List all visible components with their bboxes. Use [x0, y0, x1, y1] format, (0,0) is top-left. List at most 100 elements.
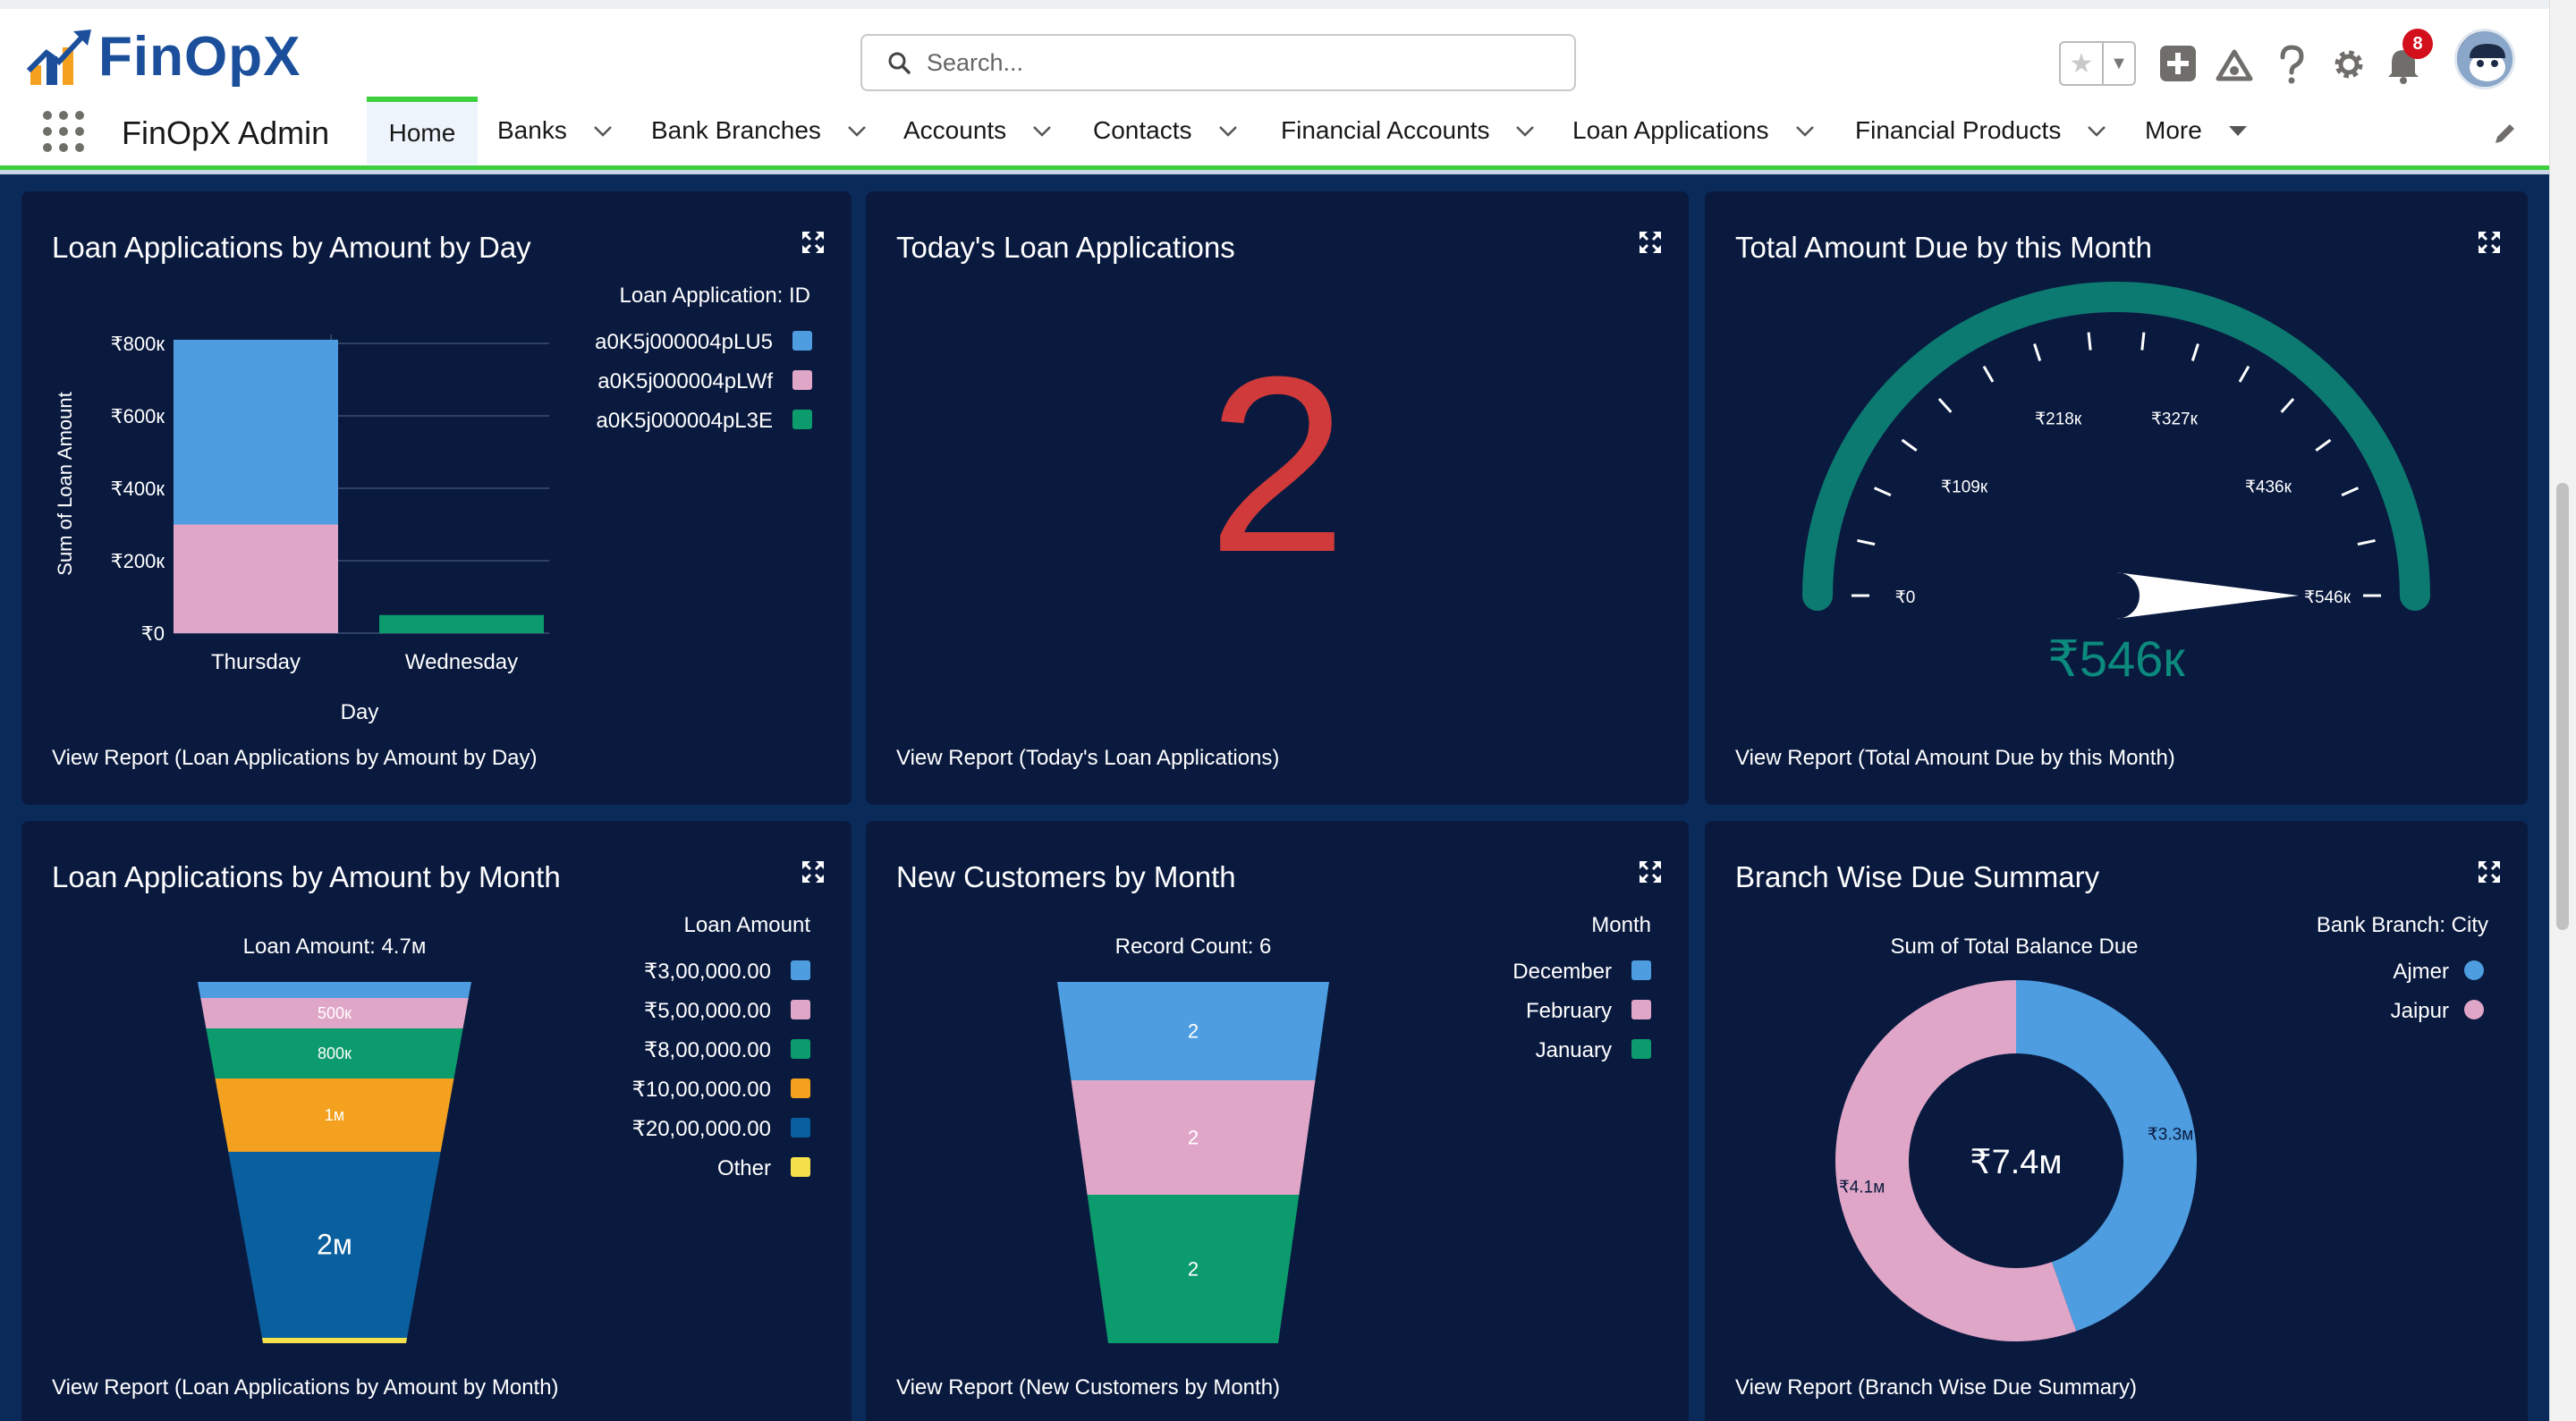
tab-loan-applications-label: Loan Applications [1572, 116, 1769, 144]
gauge-arc [1802, 282, 2430, 611]
user-avatar[interactable] [2454, 29, 2515, 89]
global-search[interactable] [860, 34, 1576, 91]
tab-financial-products[interactable]: Financial Products [1855, 97, 2107, 165]
chevron-down-icon[interactable] [1217, 120, 1239, 141]
caret-down-icon[interactable] [2227, 120, 2249, 141]
tab-bank-branches[interactable]: Bank Branches [651, 97, 868, 165]
legend-swatch [792, 331, 812, 351]
scrollbar-thumb[interactable] [2556, 483, 2569, 930]
search-icon [888, 52, 911, 74]
gauge-tick [2315, 438, 2332, 452]
star-icon[interactable]: ★ [2061, 43, 2104, 84]
view-report-link[interactable]: View Report (Loan Applications by Amount… [52, 746, 538, 770]
expand-icon[interactable] [801, 231, 825, 254]
app-launcher-icon[interactable] [43, 111, 84, 152]
gauge-tick-label: ₹0 [1895, 588, 1916, 607]
setup-gear-icon[interactable] [2331, 47, 2367, 82]
bar-segment [379, 614, 544, 633]
card-title: Loan Applications by Amount by Month [52, 860, 561, 893]
card-total-amount-due: Total Amount Due by this Month ₹0 ₹109к ₹2… [1705, 191, 2528, 805]
tab-financial-accounts[interactable]: Financial Accounts [1281, 97, 1536, 165]
chevron-down-icon[interactable] [2086, 120, 2107, 141]
view-report-link[interactable]: View Report (Today's Loan Applications) [896, 746, 1280, 770]
trailhead-icon[interactable] [2215, 47, 2254, 82]
logo-chart-icon [26, 26, 95, 89]
expand-icon[interactable] [1639, 860, 1662, 884]
app-navigation: FinOpX Admin Home Banks Bank Branches Ac… [0, 97, 2549, 170]
card-todays-loan-applications: Today's Loan Applications 2 View Report … [866, 191, 1689, 805]
card-title: Today's Loan Applications [896, 231, 1235, 264]
legend-swatch [791, 1039, 810, 1059]
legend-label: ₹10,00,000.00 [632, 1078, 771, 1102]
view-report-link[interactable]: View Report (New Customers by Month) [896, 1375, 1281, 1400]
funnel-segment [228, 1152, 441, 1338]
add-icon[interactable] [2159, 45, 2197, 82]
legend-label: a0K5j000004pLU5 [595, 330, 773, 354]
legend-label: ₹20,00,000.00 [632, 1117, 771, 1141]
chevron-down-icon[interactable] [1514, 120, 1536, 141]
tab-accounts[interactable]: Accounts [903, 97, 1053, 165]
legend-label: ₹8,00,000.00 [644, 1038, 771, 1062]
gauge-tick-label: ₹109к [1941, 478, 1988, 497]
donut-center-value: ₹7.4м [1970, 1144, 2062, 1181]
expand-icon[interactable] [2478, 860, 2501, 884]
gauge-value: ₹546к [2047, 630, 2185, 687]
gauge-tick [1982, 365, 1995, 383]
expand-icon[interactable] [1639, 231, 1662, 254]
app-name: FinOpX Admin [122, 114, 330, 151]
y-tick-label: ₹400к [111, 478, 165, 500]
funnel-header: Record Count: 6 [1115, 935, 1272, 959]
expand-icon[interactable] [2478, 231, 2501, 254]
gauge-tick [1873, 486, 1892, 497]
legend-label: a0K5j000004pL3E [596, 409, 773, 433]
funnel-segment [261, 1338, 408, 1343]
gauge-chart: ₹0 ₹109к ₹218к ₹327к ₹436к ₹546к ₹546к [1802, 282, 2430, 687]
y-tick-label: ₹800к [111, 333, 165, 355]
view-report-link[interactable]: View Report (Total Amount Due by this Mo… [1735, 746, 2175, 770]
tab-bank-branches-label: Bank Branches [651, 116, 821, 144]
favorites-button[interactable]: ★ ▼ [2059, 41, 2136, 86]
x-tick-label: Wednesday [405, 650, 518, 674]
tab-home[interactable]: Home [367, 97, 478, 165]
tab-contacts[interactable]: Contacts [1093, 97, 1239, 165]
finopx-logo[interactable]: FinOpX [26, 25, 301, 89]
chevron-down-icon[interactable] [1794, 120, 1816, 141]
legend-title: Bank Branch: City [2317, 913, 2488, 937]
search-input[interactable] [927, 48, 1553, 77]
chevron-down-icon[interactable] [1031, 120, 1053, 141]
donut-slice [1835, 980, 2077, 1341]
legend-label: December [1513, 960, 1612, 984]
tab-loan-applications[interactable]: Loan Applications [1572, 97, 1816, 165]
legend-swatch [792, 410, 812, 429]
gauge-tick [2341, 486, 2360, 497]
donut-slice-label: ₹3.3м [2148, 1125, 2194, 1144]
legend-swatch [792, 370, 812, 390]
funnel-segment [215, 1078, 454, 1152]
chevron-down-icon[interactable] [592, 120, 614, 141]
legend-swatch [791, 1000, 810, 1019]
card-title: New Customers by Month [896, 860, 1236, 893]
gauge-tick [2280, 398, 2295, 413]
global-header: FinOpX ★ ▼ 8 [0, 0, 2576, 107]
help-icon[interactable] [2277, 45, 2306, 84]
stacked-bar-chart: ₹0 ₹200к ₹400к ₹600к ₹800к Sum of Loan Amount… [54, 283, 812, 724]
gauge-tick [2238, 365, 2250, 383]
card-loan-apps-by-month: Loan Applications by Amount by Month Loa… [21, 821, 852, 1421]
legend-label: January [1536, 1038, 1612, 1062]
tab-more[interactable]: More [2145, 97, 2249, 165]
tab-banks[interactable]: Banks [497, 97, 614, 165]
funnel-segment [1057, 982, 1329, 1080]
donut-slice-label: ₹4.1м [1839, 1179, 1885, 1197]
gauge-tick [2357, 538, 2376, 546]
edit-nav-pencil-icon[interactable] [2492, 120, 2519, 147]
expand-icon[interactable] [801, 860, 825, 884]
view-report-link[interactable]: View Report (Branch Wise Due Summary) [1735, 1375, 2138, 1400]
legend-label: Jaipur [2391, 999, 2449, 1023]
favorites-dropdown-icon[interactable]: ▼ [2110, 53, 2128, 73]
funnel-segment-label: 2 [1188, 1126, 1199, 1148]
legend-swatch [1631, 1000, 1651, 1019]
chevron-down-icon[interactable] [846, 120, 868, 141]
funnel-segment-label: 500к [318, 1004, 352, 1022]
view-report-link[interactable]: View Report (Loan Applications by Amount… [52, 1375, 559, 1400]
gauge-tick-label: ₹218к [2035, 410, 2082, 428]
